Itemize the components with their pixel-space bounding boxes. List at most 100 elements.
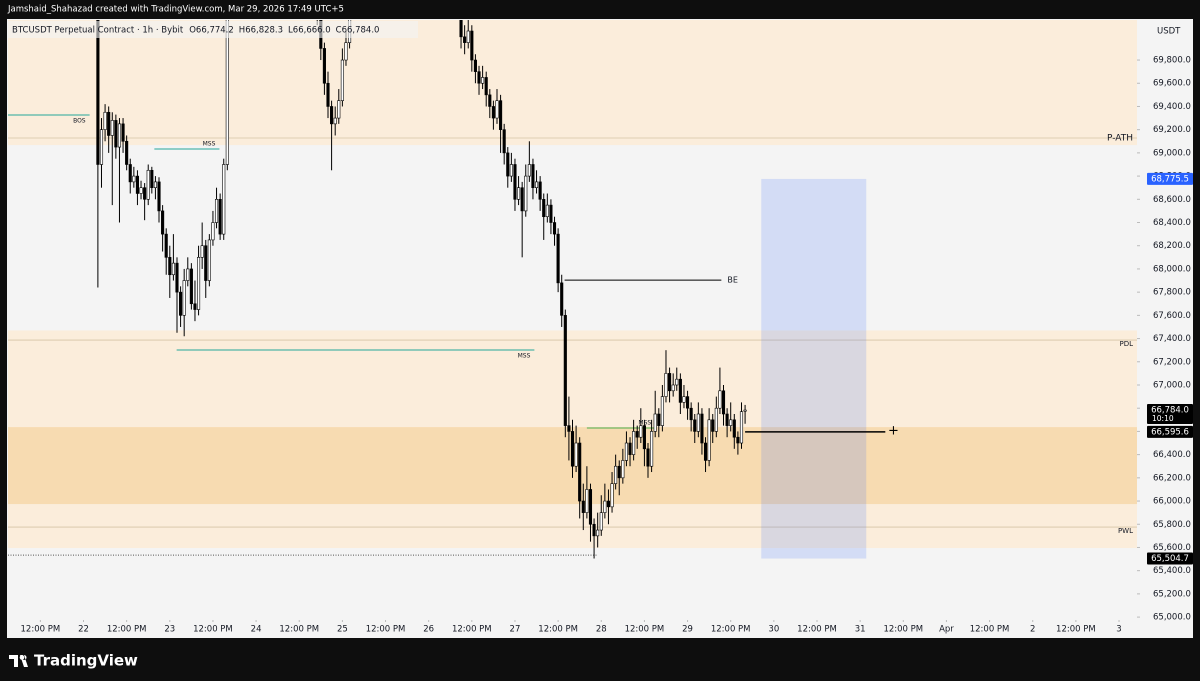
candle-body	[150, 169, 154, 188]
y-tick-label: 65,800.0	[1153, 520, 1191, 530]
price-tag-label: 66,595.6	[1151, 427, 1189, 437]
x-tick-label: 3	[1116, 625, 1121, 635]
candle-body	[675, 378, 679, 386]
y-tick-label: 66,000.0	[1153, 497, 1191, 507]
position-box	[761, 178, 867, 559]
candle-body	[110, 120, 114, 136]
candle-body	[513, 164, 517, 200]
x-tick-label: 24	[251, 625, 262, 635]
candle-body	[552, 222, 557, 235]
level-label: P-ATH	[1107, 134, 1133, 144]
candle-body	[696, 413, 700, 432]
candle-body	[628, 442, 632, 455]
candle-body	[175, 262, 179, 293]
candle-body	[477, 71, 481, 84]
candle-body	[330, 106, 334, 125]
y-tick-label: 69,200.0	[1153, 125, 1191, 135]
candle-body	[168, 257, 172, 276]
candle-body	[657, 413, 661, 426]
y-unit: USDT	[1157, 27, 1181, 37]
structure-label: MSS	[203, 141, 216, 148]
x-tick-label: Apr	[939, 625, 954, 635]
drawings	[8, 114, 1137, 559]
structure-label: BOS	[73, 118, 86, 125]
candle-body	[646, 448, 650, 467]
candle-body	[214, 199, 219, 223]
candle-body	[182, 280, 186, 316]
candle-body	[556, 233, 560, 284]
y-tick-label: 67,400.0	[1153, 334, 1191, 344]
candle-body	[732, 419, 736, 438]
candle-body	[164, 233, 168, 258]
price-tag-label: 68,775.5	[1151, 174, 1189, 184]
candle-body	[624, 442, 628, 461]
y-tick-label: 67,000.0	[1153, 380, 1191, 390]
candle-body	[488, 94, 492, 107]
price-tag	[1147, 404, 1193, 425]
y-tick-label: 66,200.0	[1153, 473, 1191, 483]
candle-body	[585, 489, 589, 513]
ohlc-value: 66,828.3	[245, 26, 283, 36]
candle-body	[495, 100, 499, 119]
ohlc-key: O	[189, 26, 196, 36]
candle-body	[326, 82, 330, 107]
title-backdrop	[8, 21, 418, 38]
candle-body	[538, 181, 542, 200]
candle-body	[121, 123, 125, 142]
candle-body	[218, 199, 222, 235]
price-tag	[1147, 172, 1193, 185]
x-tick-label: 12:00 PM	[797, 625, 837, 635]
candle-body	[603, 500, 607, 513]
candle-body	[729, 419, 733, 426]
candle-body	[171, 262, 175, 276]
price-tag	[1147, 552, 1193, 565]
x-tick-label: 12:00 PM	[538, 625, 578, 635]
candle-body	[179, 291, 183, 316]
x-tick-label: 22	[78, 625, 89, 635]
candle-body	[117, 123, 122, 148]
candle-body	[502, 129, 506, 154]
candle-body	[621, 460, 625, 479]
x-tick-label: 12:00 PM	[711, 625, 751, 635]
x-tick-label: 12:00 PM	[21, 625, 61, 635]
candle-body	[99, 129, 104, 165]
candle-body	[463, 36, 467, 43]
candle-body	[578, 442, 582, 502]
candle-body	[668, 373, 672, 392]
x-tick-label: 2	[1030, 625, 1035, 635]
candle-body	[153, 181, 157, 188]
y-tick-label: 68,200.0	[1153, 241, 1191, 251]
candle-body	[125, 140, 129, 165]
candle-body	[542, 199, 546, 218]
y-tick-label: 69,000.0	[1153, 148, 1191, 158]
candle-body	[340, 59, 344, 101]
y-tick-label: 65,600.0	[1153, 543, 1191, 553]
candle-body	[650, 431, 654, 467]
x-tick-label: 30	[768, 625, 779, 635]
candle-body	[96, 20, 100, 165]
x-tick-label: 12:00 PM	[452, 625, 492, 635]
x-tick-label: 12:00 PM	[970, 625, 1010, 635]
candle-body	[689, 407, 693, 421]
candle-body	[161, 210, 165, 235]
candle-body	[581, 500, 585, 513]
candle-body	[322, 48, 326, 84]
candle-body	[664, 373, 668, 397]
x-tick-label: 12:00 PM	[1056, 625, 1096, 635]
ohlc-key: L	[288, 26, 293, 36]
candle-body	[103, 111, 107, 130]
brand: TradingView	[34, 652, 138, 670]
candle-body	[606, 500, 611, 508]
y-tick-label: 65,200.0	[1153, 589, 1191, 599]
candle-body	[614, 465, 618, 484]
candle-body	[344, 42, 348, 61]
candle-body	[610, 483, 614, 508]
x-tick-label: 12:00 PM	[625, 625, 665, 635]
candle-body	[135, 175, 139, 194]
candle-body	[146, 169, 150, 200]
order-marker[interactable]: +	[888, 424, 899, 439]
zone	[8, 20, 1137, 146]
x-tick-label: 29	[682, 625, 693, 635]
candle-body	[682, 396, 686, 403]
